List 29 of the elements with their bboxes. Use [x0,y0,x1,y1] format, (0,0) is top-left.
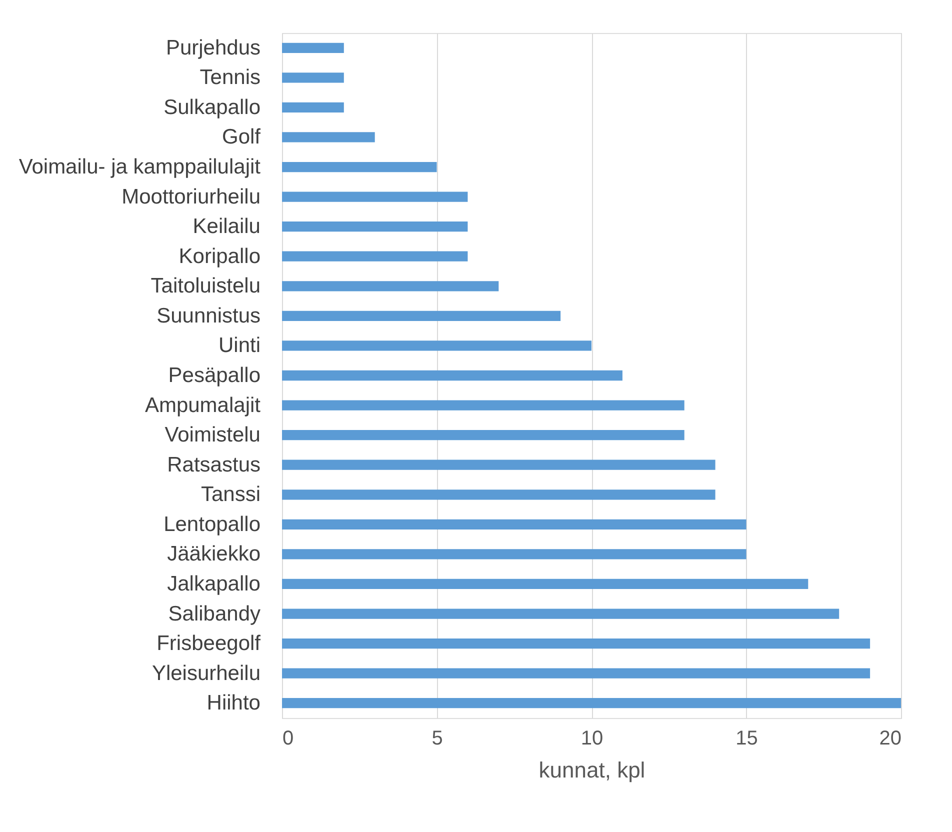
y-tick-label: Jalkapallo [167,572,260,596]
y-tick-label: Lentopallo [164,512,260,536]
y-tick-label: Suunnistus [156,304,260,328]
y-tick-label: Voimistelu [164,424,260,447]
x-tick-label: 15 [736,728,758,750]
y-tick-label: Taitoluistelu [150,274,260,298]
y-tick-label: Sulkapallo [164,96,260,119]
y-tick-label: Hiihto [206,692,260,715]
y-tick-label: Frisbeegolf [156,632,261,656]
x-tick-label: 0 [282,728,294,750]
y-tick-label: Pesäpallo [168,364,260,387]
y-tick-label: Salibandy [168,602,261,626]
y-tick-label: Ampumalajit [144,394,261,417]
y-tick-label: Voimailu- ja kamppailulajit [18,156,261,179]
x-axis-title: kunnat, kpl [538,758,646,782]
y-tick-label: Tennis [200,66,260,90]
x-tick-label: 10 [580,728,604,750]
y-tick-label: Keilailu [192,215,260,238]
y-tick-label: Golf [222,126,261,149]
y-tick-label: Koripallo [178,244,260,268]
y-tick-label: Moottoriurheilu [122,185,260,208]
x-tick-label: 5 [432,728,443,750]
x-tick-label: 20 [879,728,902,750]
y-tick-label: Uinti [218,334,260,358]
y-tick-label: Purjehdus [166,36,260,60]
y-tick-label: Yleisurheilu [152,662,260,685]
y-tick-label: Jääkiekko [167,542,260,566]
y-tick-label: Ratsastus [167,453,260,476]
y-tick-label: Tanssi [200,483,260,506]
